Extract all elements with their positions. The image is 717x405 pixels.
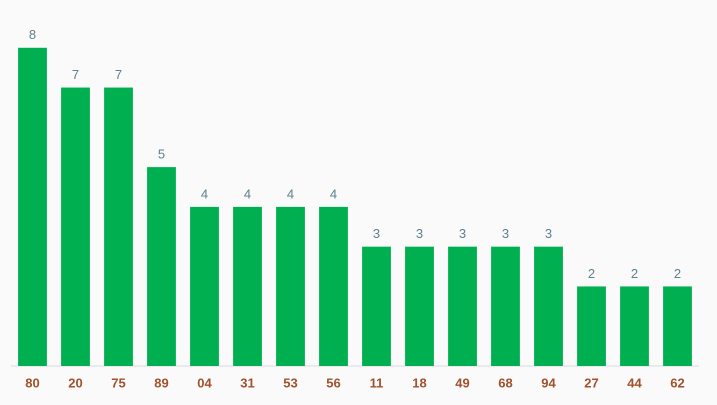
value-label: 4: [244, 186, 251, 201]
value-label: 7: [72, 67, 79, 82]
x-tick-label: 27: [584, 375, 598, 390]
value-label: 3: [459, 226, 466, 241]
bar: [233, 206, 262, 366]
x-tick-label: 49: [455, 375, 469, 390]
value-label: 3: [416, 226, 423, 241]
value-label: 3: [502, 226, 509, 241]
value-label: 2: [588, 266, 595, 281]
bar: [620, 286, 649, 366]
bar: [104, 87, 133, 367]
x-tick-label: 04: [197, 375, 212, 390]
bar: [362, 246, 391, 366]
x-tick-label: 68: [498, 375, 512, 390]
x-tick-label: 75: [111, 375, 125, 390]
value-label: 3: [545, 226, 552, 241]
value-label: 4: [287, 186, 294, 201]
x-tick-label: 31: [240, 375, 254, 390]
bar: [577, 286, 606, 366]
bar: [276, 206, 305, 366]
x-tick-label: 89: [154, 375, 168, 390]
x-tick-label: 44: [627, 375, 642, 390]
bar: [448, 246, 477, 366]
x-tick-label: 53: [283, 375, 297, 390]
value-label: 2: [674, 266, 681, 281]
x-tick-label: 62: [670, 375, 684, 390]
bar: [61, 87, 90, 367]
bar: [534, 246, 563, 366]
bar: [405, 246, 434, 366]
value-label: 5: [158, 147, 165, 162]
bar: [147, 167, 176, 366]
x-tick-label: 80: [25, 375, 39, 390]
value-label: 8: [29, 27, 36, 42]
x-tick-label: 20: [68, 375, 82, 390]
x-tick-label: 94: [541, 375, 556, 390]
bar: [491, 246, 520, 366]
x-tick-label: 18: [412, 375, 426, 390]
value-label: 4: [201, 186, 208, 201]
bar: [319, 206, 348, 366]
value-label: 7: [115, 67, 122, 82]
bar: [663, 286, 692, 366]
bar: [190, 206, 219, 366]
value-label: 4: [330, 186, 337, 201]
value-label: 2: [631, 266, 638, 281]
x-tick-label: 56: [326, 375, 340, 390]
bar: [18, 47, 47, 367]
x-tick-label: 11: [370, 375, 384, 390]
value-label: 3: [373, 226, 380, 241]
